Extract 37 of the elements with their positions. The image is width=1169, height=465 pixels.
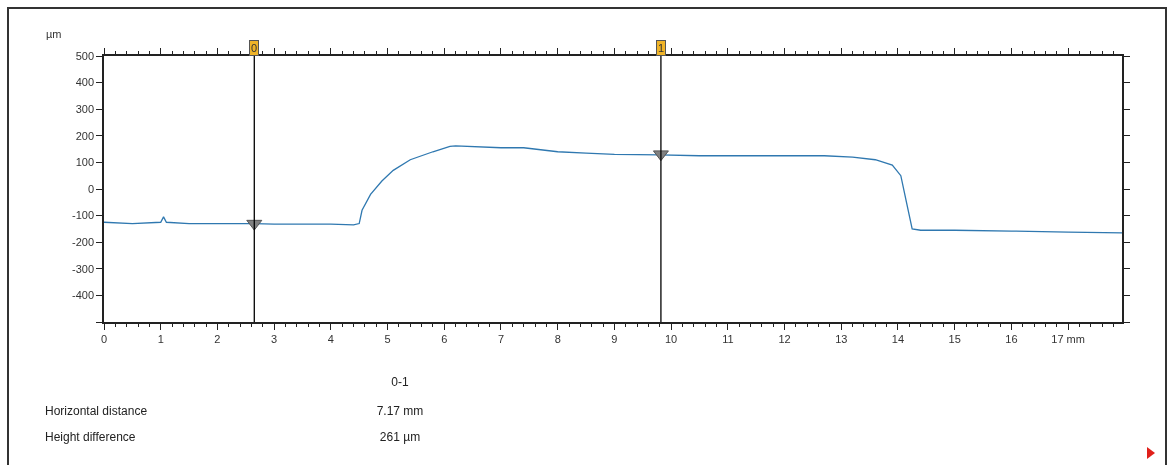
x-tick-label: 9	[611, 332, 618, 345]
x-tick-label: 8	[554, 332, 561, 345]
text: 0-1	[390, 375, 410, 389]
x-tick-label: 14	[891, 332, 905, 345]
y-tick-label: -400	[72, 289, 95, 302]
x-tick-label: 10	[665, 332, 678, 345]
x-tick-label: 4	[327, 332, 334, 345]
y-tick-label: 500	[75, 49, 95, 62]
line-series	[104, 145, 1122, 234]
x-tick-label: 7	[497, 332, 505, 345]
x-tick-label: 1	[157, 332, 164, 345]
x-tick-label: 13	[835, 332, 848, 345]
y-tick-label: -300	[72, 262, 95, 275]
x-tick-label: 16	[1005, 332, 1018, 345]
text: Height difference	[45, 430, 136, 444]
y-tick-label: -200	[72, 236, 95, 249]
x-tick-label: 15	[948, 332, 961, 345]
y-tick-label: 400	[75, 76, 95, 89]
x-tick-label: 5	[384, 332, 391, 345]
y-tick-label: 100	[75, 156, 95, 169]
y-tick-label: 0	[87, 182, 95, 195]
x-tick-label: 11	[722, 332, 734, 345]
y-tick-label: 300	[75, 103, 95, 116]
x-tick-label: 17 mm	[1051, 332, 1085, 345]
annotation: 0	[251, 42, 258, 54]
x-tick-label: 0	[100, 332, 108, 345]
annotation: 1	[658, 42, 665, 54]
y-axis-title: µm	[46, 28, 62, 40]
text: 7.17 mm	[375, 404, 425, 418]
text: Horizontal distance	[45, 404, 148, 418]
y-tick-label: 200	[75, 129, 95, 142]
x-tick-label: 12	[778, 332, 791, 345]
x-tick-label: 3	[271, 332, 278, 345]
x-tick-label: 2	[214, 332, 221, 345]
text: 261 µm	[378, 430, 422, 444]
y-tick-label: -100	[72, 209, 95, 222]
x-tick-label: 6	[441, 332, 448, 345]
